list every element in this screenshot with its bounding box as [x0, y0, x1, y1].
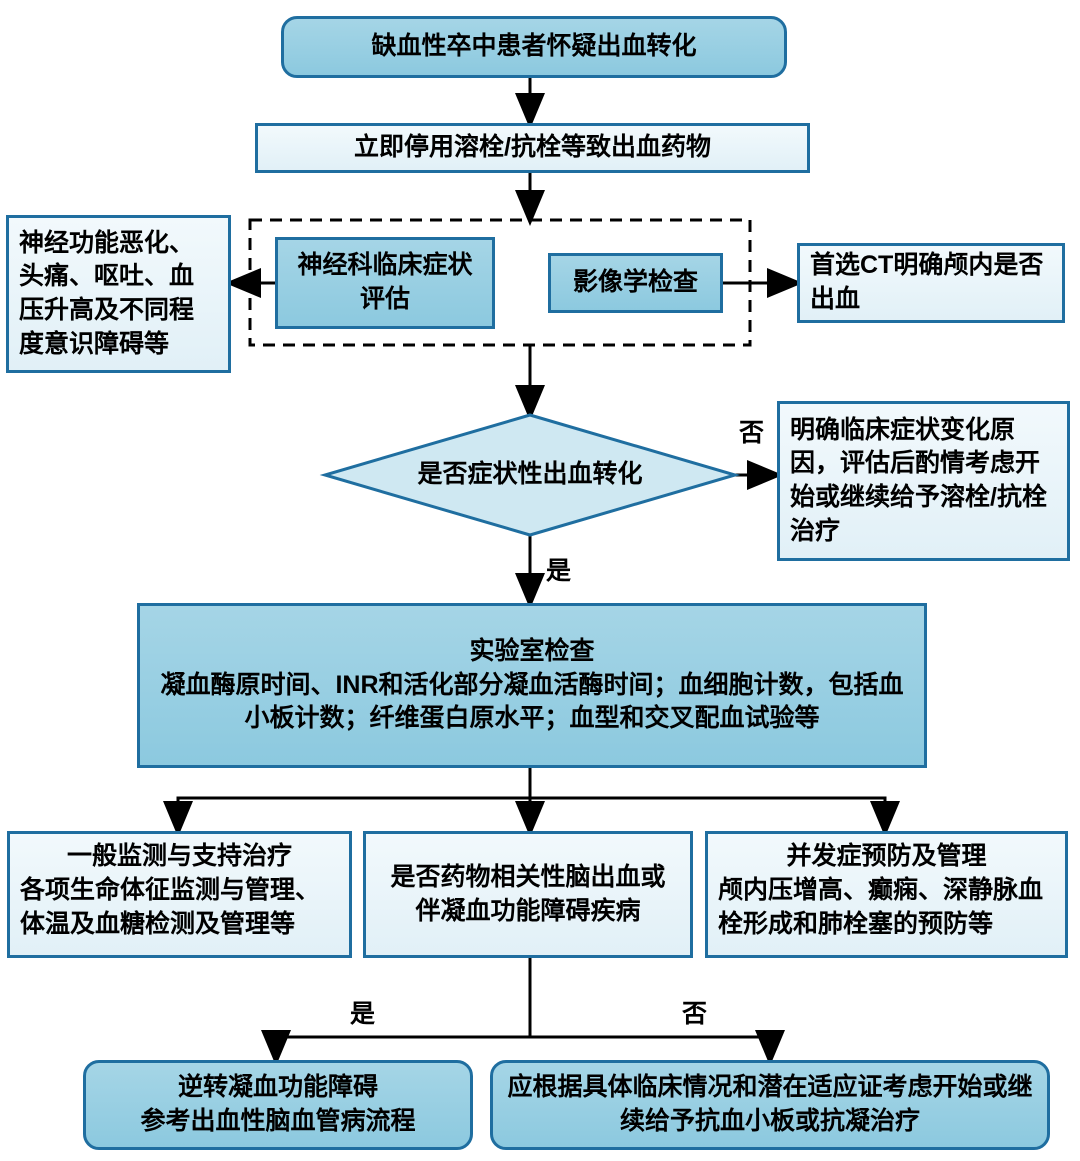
node-n6M: 是否药物相关性脑出血或伴凝血功能障碍疾病: [363, 831, 693, 958]
node-n3R: 首选CT明确颅内是否出血: [797, 243, 1065, 323]
edge-label: 是: [350, 994, 375, 1030]
node-n7R: 应根据具体临床情况和潜在适应证考虑开始或继续给予抗血小板或抗凝治疗: [490, 1060, 1050, 1150]
node-n2: 立即停用溶栓/抗栓等致出血药物: [255, 123, 810, 173]
edge-label: 否: [739, 413, 764, 449]
node-n4R: 明确临床症状变化原因，评估后酌情考虑开始或继续给予溶栓/抗栓治疗: [777, 401, 1070, 561]
node-n3a: 神经科临床症状评估: [275, 237, 495, 329]
flowchart-canvas: 缺血性卒中患者怀疑出血转化立即停用溶栓/抗栓等致出血药物神经科临床症状评估影像学…: [0, 0, 1080, 1161]
decision-diamond: 是否症状性出血转化: [325, 415, 735, 535]
node-n3b: 影像学检查: [548, 253, 723, 313]
edge-label: 否: [682, 994, 707, 1030]
edge-label: 是: [546, 551, 571, 587]
node-n1: 缺血性卒中患者怀疑出血转化: [281, 16, 787, 78]
node-n3L: 神经功能恶化、头痛、呕吐、血压升高及不同程度意识障碍等: [6, 215, 231, 373]
node-n6R: 并发症预防及管理颅内压增高、癫痫、深静脉血栓形成和肺栓塞的预防等: [705, 831, 1068, 958]
node-n6L: 一般监测与支持治疗各项生命体征监测与管理、体温及血糖检测及管理等: [7, 831, 352, 958]
edge-layer: [0, 0, 1080, 1161]
node-n5: 实验室检查凝血酶原时间、INR和活化部分凝血活酶时间；血细胞计数，包括血小板计数…: [137, 603, 927, 768]
node-n7L: 逆转凝血功能障碍参考出血性脑血管病流程: [83, 1060, 473, 1150]
